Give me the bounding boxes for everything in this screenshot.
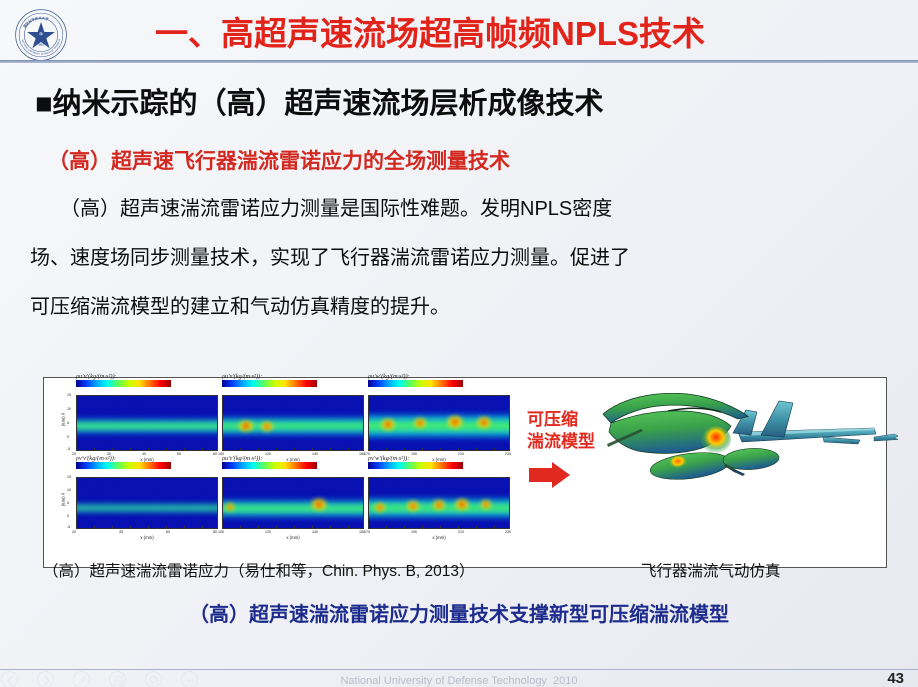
svg-text:国防科学技术大学: 国防科学技术大学 bbox=[22, 15, 50, 28]
svg-text:NATIONAL UNIVERSITY OF DEFENSE: NATIONAL UNIVERSITY OF DEFENSE TECHNOLOG… bbox=[14, 8, 61, 56]
svg-text:1953: 1953 bbox=[38, 43, 44, 46]
